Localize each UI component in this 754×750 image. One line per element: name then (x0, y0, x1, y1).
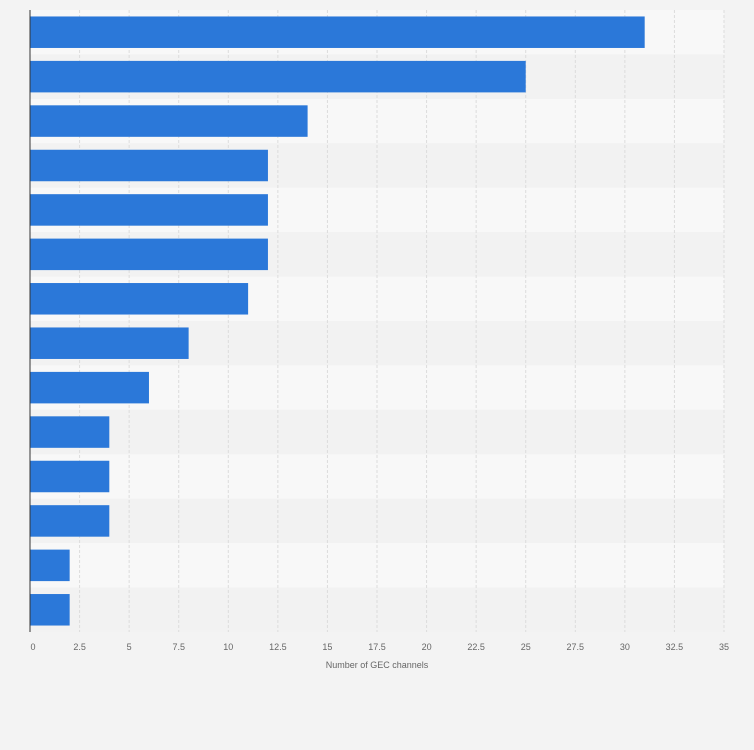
bar[interactable]: 12 (30, 194, 268, 226)
bar[interactable]: 14 (30, 105, 308, 137)
bar[interactable]: 2 (30, 549, 70, 582)
x-tick-label: 20 (422, 642, 432, 652)
x-tick-label: 32.5 (666, 642, 684, 652)
bar[interactable]: 2 (30, 594, 70, 626)
x-tick-label: 27.5 (567, 642, 585, 652)
gridlines (79, 10, 725, 632)
x-tick-label: 2.5 (73, 642, 86, 652)
bar[interactable]: 4 (30, 416, 110, 448)
bar[interactable]: 25 (30, 60, 526, 93)
bar[interactable]: 8 (30, 327, 189, 359)
x-tick-label: 25 (521, 642, 531, 652)
bar[interactable]: 6 (30, 371, 149, 404)
x-tick-label: 12.5 (269, 642, 287, 652)
x-tick-label: 30 (620, 642, 630, 652)
bar[interactable]: 31 (30, 16, 645, 48)
x-tick-labels: 0 2.5 5 7.5 10 12.5 15 17.5 20 22.5 25 27.5 30 32.5 35 (30, 642, 729, 652)
x-tick-label: 22.5 (467, 642, 485, 652)
x-tick-label: 35 (719, 642, 729, 652)
bar[interactable]: 4 (30, 505, 110, 537)
bar[interactable]: 4 (30, 460, 110, 493)
row-band (30, 587, 724, 632)
x-tick-label: 15 (322, 642, 332, 652)
x-tick-label: 10 (223, 642, 233, 652)
x-tick-label: 17.5 (368, 642, 386, 652)
x-tick-label: 0 (30, 642, 35, 652)
x-axis-title: Number of GEC channels (326, 660, 429, 670)
x-tick-label: 7.5 (172, 642, 185, 652)
bar[interactable]: 12 (30, 238, 268, 271)
bar[interactable]: 12 (30, 149, 268, 182)
x-tick-label: 5 (127, 642, 132, 652)
bars: 31 25 14 12 12 12 11 8 6 4 4 4 2 2 (30, 16, 645, 626)
bar[interactable]: 11 (30, 283, 249, 315)
